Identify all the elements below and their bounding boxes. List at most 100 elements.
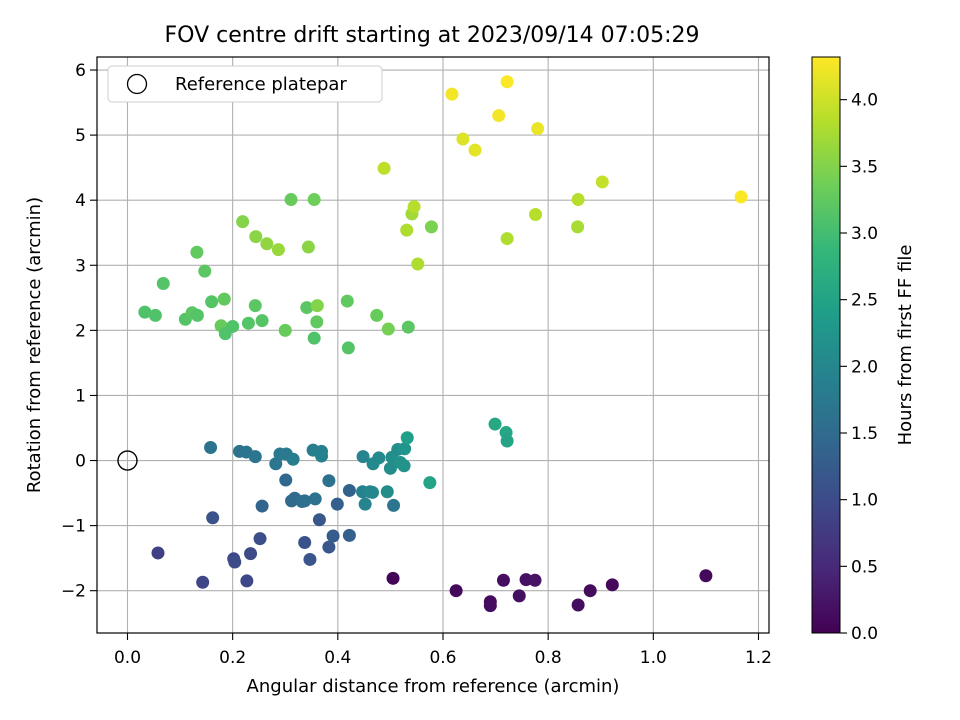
data-point xyxy=(583,584,597,598)
data-point xyxy=(244,547,258,561)
data-point xyxy=(366,485,380,499)
data-point xyxy=(468,143,482,157)
data-point xyxy=(236,215,250,229)
data-point xyxy=(190,308,204,322)
legend: Reference platepar xyxy=(107,65,383,103)
data-point xyxy=(342,483,356,497)
data-point xyxy=(303,552,317,566)
y-tick-label: 5 xyxy=(75,126,86,146)
y-tick-label: −2 xyxy=(61,582,86,602)
data-point xyxy=(286,452,300,466)
data-point xyxy=(377,161,391,175)
data-point xyxy=(456,132,470,146)
data-point xyxy=(423,476,437,490)
x-axis-label: Angular distance from reference (arcmin) xyxy=(247,676,620,697)
data-point xyxy=(407,200,421,214)
legend-marker xyxy=(126,73,148,95)
data-point xyxy=(488,417,502,431)
data-point xyxy=(315,449,329,463)
data-point xyxy=(204,441,218,455)
data-point xyxy=(240,574,254,588)
data-point xyxy=(300,301,314,315)
colorbar-ticks: 0.0 0.5 1.0 1.5 2.0 2.5 3.0 3.5 4.0 xyxy=(840,91,878,644)
data-point xyxy=(248,450,262,464)
y-tick-label: 4 xyxy=(75,191,86,211)
data-point xyxy=(196,575,210,589)
data-point xyxy=(605,578,619,592)
data-point xyxy=(398,442,412,456)
data-point xyxy=(255,499,269,513)
data-point xyxy=(206,511,220,525)
y-tick-label: 1 xyxy=(75,386,86,406)
plot-frame xyxy=(96,56,770,634)
data-point xyxy=(151,546,165,560)
data-point xyxy=(308,492,322,506)
x-tick-label: 1.2 xyxy=(745,648,772,668)
data-point xyxy=(496,573,510,587)
y-tick-label: 6 xyxy=(75,61,86,81)
data-point xyxy=(449,584,463,598)
colorbar-tick-label: 0.5 xyxy=(851,557,878,577)
data-point xyxy=(279,473,293,487)
data-point xyxy=(253,532,267,546)
y-axis-label: Rotation from reference (arcmin) xyxy=(24,197,45,493)
data-point xyxy=(271,243,285,257)
data-point xyxy=(340,294,354,308)
data-point xyxy=(298,536,312,550)
data-point xyxy=(386,571,400,585)
data-point xyxy=(571,193,585,207)
y-tick-label: −1 xyxy=(61,517,86,537)
colorbar-tick-label: 0.0 xyxy=(851,624,878,644)
data-point xyxy=(312,513,326,527)
data-point xyxy=(528,573,542,587)
data-point xyxy=(248,299,262,313)
data-point xyxy=(341,341,355,355)
data-point xyxy=(529,208,543,222)
colorbar-tick-label: 2.0 xyxy=(851,357,878,377)
data-point xyxy=(205,295,219,309)
x-tick-label: 0.8 xyxy=(535,648,562,668)
data-point xyxy=(228,555,242,569)
data-point xyxy=(307,193,321,207)
data-point xyxy=(330,497,344,511)
data-point xyxy=(358,497,372,511)
data-point xyxy=(310,299,324,313)
data-point xyxy=(156,276,170,290)
data-point xyxy=(483,599,497,613)
data-point xyxy=(397,459,411,473)
data-point xyxy=(401,320,415,334)
colorbar-tick-label: 4.0 xyxy=(851,91,878,111)
colorbar-tick-label: 3.0 xyxy=(851,224,878,244)
data-point xyxy=(383,461,397,475)
x-tick-label: 1.0 xyxy=(640,648,667,668)
data-point xyxy=(445,87,459,101)
data-point xyxy=(260,237,274,251)
data-point xyxy=(241,316,255,330)
data-point xyxy=(356,450,370,464)
data-point xyxy=(342,528,356,542)
data-point xyxy=(226,319,240,333)
data-point xyxy=(198,264,212,278)
data-point xyxy=(500,75,514,89)
data-point xyxy=(138,305,152,319)
data-point xyxy=(595,175,609,189)
data-point xyxy=(249,230,263,244)
data-point xyxy=(372,451,386,465)
data-point xyxy=(411,257,425,271)
data-point xyxy=(217,292,231,306)
data-point xyxy=(301,240,315,254)
legend-label: Reference platepar xyxy=(175,74,347,95)
data-point xyxy=(387,498,401,512)
y-tick-label: 2 xyxy=(75,321,86,341)
data-point xyxy=(400,223,414,237)
data-point xyxy=(531,122,545,136)
x-tick-label: 0.4 xyxy=(324,648,351,668)
data-point xyxy=(322,474,336,488)
x-tick-label: 0.6 xyxy=(429,648,456,668)
data-point xyxy=(424,220,438,234)
colorbar-tick-label: 2.5 xyxy=(851,291,878,311)
data-point xyxy=(326,529,340,543)
data-point xyxy=(571,598,585,612)
data-point xyxy=(310,315,324,329)
colorbar-tick-label: 3.5 xyxy=(851,157,878,177)
